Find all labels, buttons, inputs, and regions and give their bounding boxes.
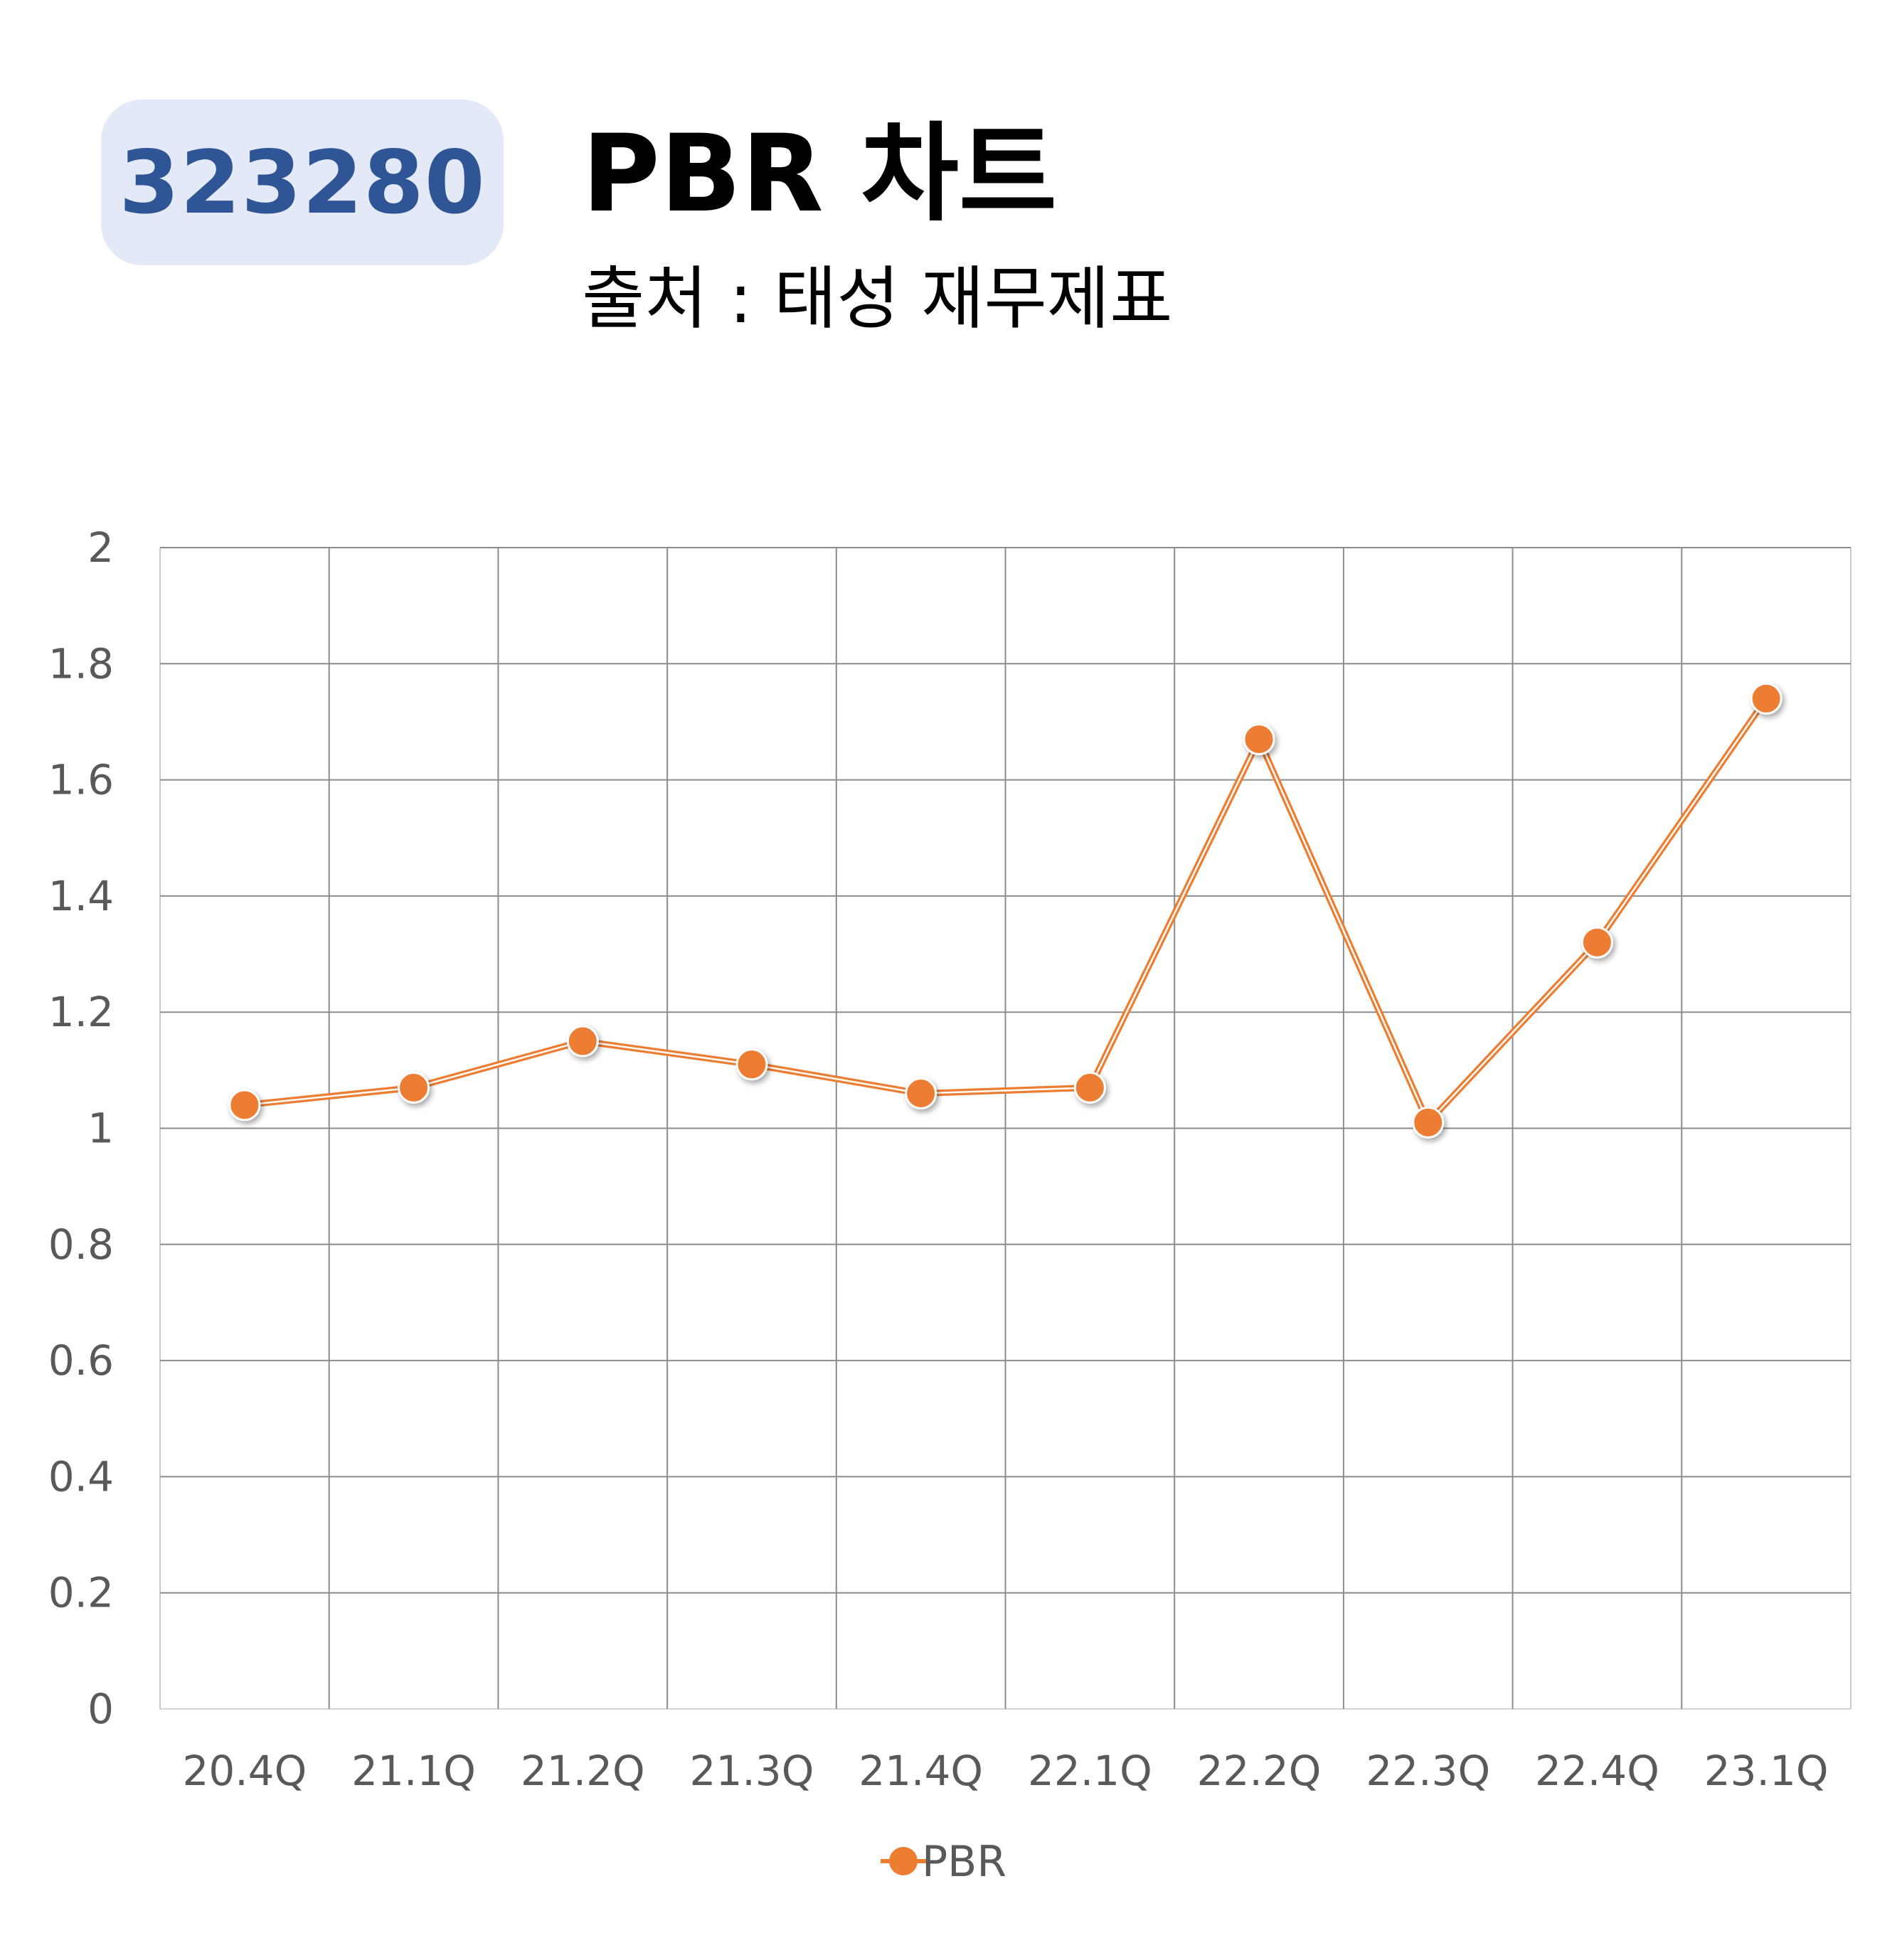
grid-lines (159, 547, 1851, 1710)
data-point (1073, 1071, 1106, 1104)
x-tick-label: 22.3Q (1366, 1747, 1490, 1795)
data-point (566, 1025, 599, 1058)
y-tick-label: 1 (87, 1104, 114, 1153)
data-point (398, 1071, 430, 1104)
legend-marker (889, 1847, 918, 1875)
series-line-highlight (243, 698, 1768, 1124)
y-tick-label: 1.2 (48, 988, 114, 1036)
data-point (905, 1077, 937, 1110)
y-tick-label: 1.8 (48, 639, 114, 688)
y-tick-label: 2 (87, 523, 114, 572)
x-tick-label: 22.2Q (1197, 1747, 1322, 1795)
data-point (1580, 926, 1613, 959)
x-tick-label: 21.2Q (521, 1747, 645, 1795)
chart-title: PBR 차트 (582, 112, 1057, 236)
x-tick-label: 22.1Q (1028, 1747, 1152, 1795)
data-point (228, 1089, 261, 1122)
chart-source: 출처 : 태성 재무제표 (582, 259, 1173, 339)
y-tick-label: 1.4 (48, 872, 114, 920)
data-point (1412, 1106, 1445, 1139)
x-tick-label: 21.4Q (859, 1747, 983, 1795)
x-tick-label: 22.4Q (1535, 1747, 1659, 1795)
y-tick-label: 0.6 (48, 1336, 114, 1385)
x-tick-label: 23.1Q (1704, 1747, 1829, 1795)
data-point (1750, 682, 1782, 715)
x-tick-label: 20.4Q (182, 1747, 307, 1795)
y-tick-label: 0.2 (48, 1569, 114, 1617)
x-axis-ticks: 20.4Q 21.1Q 21.2Q 21.3Q 21.4Q 22.1Q 22.2Q 22.3Q… (182, 1747, 1828, 1795)
data-point (1243, 723, 1275, 755)
y-tick-label: 1.6 (48, 756, 114, 804)
y-tick-label: 0.8 (48, 1220, 114, 1269)
y-tick-label: 0.4 (48, 1452, 114, 1501)
data-point (735, 1048, 768, 1081)
x-tick-label: 21.1Q (351, 1747, 476, 1795)
x-tick-label: 21.3Q (690, 1747, 814, 1795)
y-axis-ticks: 0 0.2 0.4 0.6 0.8 1 1.2 1.4 1.6 1.8 2 (48, 523, 114, 1733)
stock-code-badge: 323280 (101, 100, 504, 265)
legend: PBR (881, 1837, 1006, 1887)
y-tick-label: 0 (87, 1685, 114, 1733)
series-pbr (228, 682, 1782, 1139)
legend-label-pbr: PBR (922, 1837, 1006, 1887)
